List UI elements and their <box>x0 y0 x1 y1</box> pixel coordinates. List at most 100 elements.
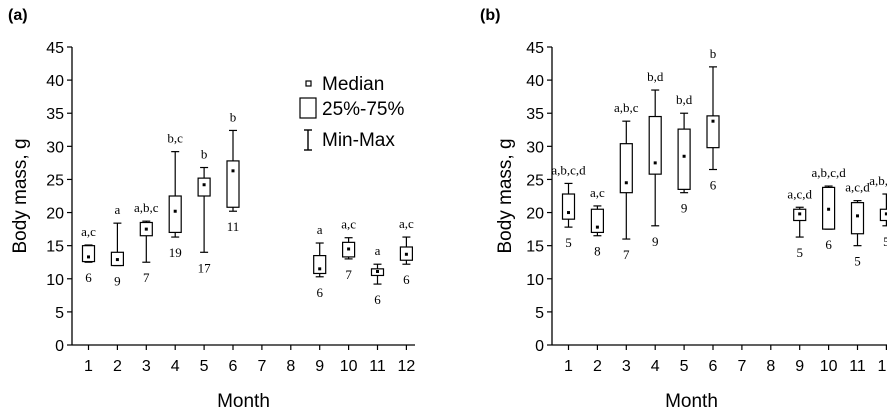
significance-letters: a <box>115 202 121 217</box>
x-tick-label: 12 <box>398 358 416 375</box>
significance-letters: a <box>375 243 381 258</box>
median-marker <box>827 207 831 211</box>
iqr-box <box>561 193 576 220</box>
x-tick-label: 3 <box>142 358 151 375</box>
panel-label: (a) <box>8 7 28 24</box>
x-tick-label: 7 <box>257 358 266 375</box>
median-marker <box>682 154 686 158</box>
x-tick-label: 8 <box>286 358 295 375</box>
median-marker <box>624 181 628 185</box>
sample-size-label: 6 <box>85 270 92 285</box>
y-tick-label: 35 <box>46 106 64 123</box>
sample-size-label: 17 <box>198 260 212 275</box>
significance-letters: b,c <box>167 131 183 146</box>
sample-size-label: 7 <box>143 270 150 285</box>
panel-label: (b) <box>480 7 500 24</box>
median-marker <box>653 161 657 165</box>
iqr-box <box>619 143 633 194</box>
median-marker <box>318 267 322 271</box>
significance-letters: a,c,d <box>787 186 812 201</box>
median-marker <box>144 227 148 231</box>
legend-median-label: Median <box>322 74 384 95</box>
sample-size-label: 5 <box>854 254 861 269</box>
x-tick-label: 8 <box>766 358 775 375</box>
x-tick-label: 7 <box>737 358 746 375</box>
x-tick-label: 6 <box>709 358 718 375</box>
legend-box-symbol <box>299 97 317 119</box>
iqr-box <box>197 177 211 197</box>
significance-letters: a,c <box>590 185 605 200</box>
x-tick-label: 11 <box>849 358 866 375</box>
significance-letters: a,c <box>81 224 96 239</box>
sample-size-label: 7 <box>345 267 352 282</box>
iqr-box <box>313 255 327 275</box>
significance-letters: a,b,c <box>614 100 639 115</box>
sample-size-label: 6 <box>825 237 832 252</box>
significance-letters: a <box>317 222 323 237</box>
y-tick-label: 10 <box>526 272 544 289</box>
sample-size-label: 6 <box>710 178 717 193</box>
significance-letters: b,d <box>676 92 693 107</box>
sample-size-label: 6 <box>403 272 410 287</box>
sample-size-label: 9 <box>681 201 688 216</box>
legend-box-label: 25%-75% <box>322 99 404 120</box>
iqr-box <box>226 160 240 208</box>
y-tick-label: 25 <box>46 172 64 189</box>
y-tick-label: 10 <box>46 272 64 289</box>
sample-size-label: 5 <box>565 235 572 250</box>
significance-letters: b,d <box>647 69 664 84</box>
sample-size-label: 8 <box>594 244 601 259</box>
sample-size-label: 6 <box>374 292 381 307</box>
x-tick-label: 1 <box>84 358 93 375</box>
median-marker <box>115 258 119 262</box>
y-tick-label: 30 <box>46 139 64 156</box>
sample-size-label: 19 <box>169 245 182 260</box>
median-marker <box>798 212 802 216</box>
y-tick-label: 35 <box>526 106 544 123</box>
x-tick-label: 12 <box>878 358 887 375</box>
x-tick-label: 2 <box>113 358 122 375</box>
median-marker <box>231 169 235 173</box>
x-tick-label: 3 <box>622 358 631 375</box>
x-tick-label: 9 <box>795 358 804 375</box>
x-tick-label: 1 <box>564 358 573 375</box>
y-tick-label: 0 <box>55 338 64 355</box>
x-tick-label: 5 <box>200 358 209 375</box>
sample-size-label: 9 <box>114 274 121 289</box>
median-marker <box>376 269 379 273</box>
median-marker <box>711 119 715 123</box>
x-tick-label: 5 <box>680 358 689 375</box>
legend-median-symbol <box>305 80 312 87</box>
x-tick-label: 4 <box>651 358 660 375</box>
significance-letters: a,c,d <box>845 180 870 195</box>
y-tick-label: 0 <box>535 338 544 355</box>
iqr-box <box>168 195 182 234</box>
iqr-box <box>648 115 662 175</box>
y-tick-label: 5 <box>535 305 544 322</box>
significance-letters: a,b,c,d <box>811 165 846 180</box>
median-marker <box>202 183 206 187</box>
median-marker <box>404 252 408 256</box>
panel-b: (b)051015202530354045123456789101112Mont… <box>480 7 887 412</box>
y-tick-label: 45 <box>46 40 64 57</box>
iqr-box <box>879 208 887 222</box>
iqr-box <box>590 208 605 234</box>
y-tick-label: 20 <box>526 206 544 223</box>
median-marker <box>87 255 90 259</box>
y-axis-title: Body mass, g <box>495 138 516 253</box>
y-tick-label: 15 <box>526 239 544 256</box>
significance-letters: b <box>230 109 237 124</box>
sample-size-label: 11 <box>227 219 240 234</box>
legend-whisker-label: Min-Max <box>322 130 395 151</box>
x-tick-label: 4 <box>171 358 180 375</box>
y-tick-label: 15 <box>46 239 64 256</box>
sample-size-label: 5 <box>883 234 887 249</box>
median-marker <box>884 212 887 216</box>
y-axis-title: Body mass, g <box>10 138 31 253</box>
iqr-box <box>677 128 691 190</box>
significance-letters: a,b,c,d <box>551 162 586 177</box>
median-marker <box>173 209 177 213</box>
sample-size-label: 6 <box>316 285 323 300</box>
x-tick-label: 11 <box>369 358 386 375</box>
